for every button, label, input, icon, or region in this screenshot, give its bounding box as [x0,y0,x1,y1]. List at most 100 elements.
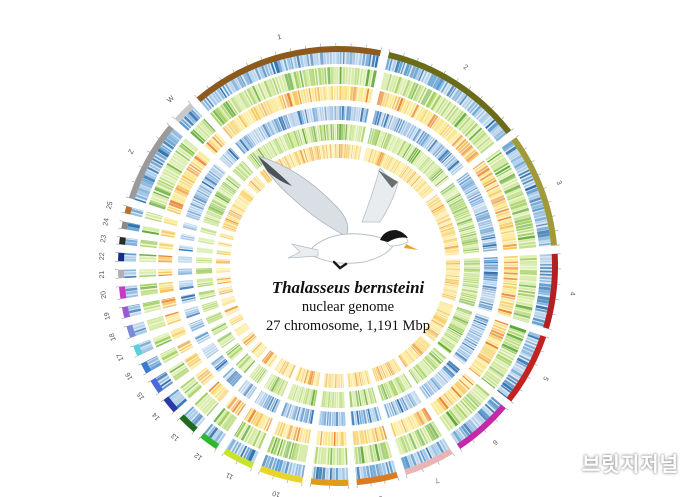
track-1-bin [473,414,483,425]
track-1-bin [125,287,138,292]
track-2-bin [332,447,336,465]
chromosome-label-14: 14 [151,411,161,422]
chromosome-label-24: 24 [102,217,110,226]
track-6-bin [429,200,442,210]
track-1-bin [217,433,227,445]
track-2-bin [155,339,172,348]
track-3-bin [412,413,420,427]
track-3-bin [333,431,336,446]
track-2-bin [504,184,521,195]
track-4-bin [421,135,432,148]
track-2-bin [217,410,231,427]
track-3-bin [432,401,443,414]
track-3-bin [403,100,411,115]
track-1-bin [222,85,230,97]
track-2-bin [385,74,393,91]
track-4-bin [479,226,494,233]
track-5-bin [419,157,432,171]
track-3-bin [167,206,182,213]
track-6-bin [236,198,249,207]
track-1-bin [294,463,299,476]
track-3-bin [408,103,416,117]
track-3-bin [483,179,497,188]
chromosome-labels: 1234567891011121314151617181920212223242… [99,34,576,497]
track-3-bin [492,200,507,208]
track-5-bin [201,300,218,307]
track-6-bin [429,322,443,331]
track-1-bin [191,413,201,424]
track-5-bin [386,134,394,150]
track-3-bin [494,205,508,212]
track-5-bin [460,296,476,302]
track-2-bin [466,125,480,139]
track-4-bin [178,282,194,286]
track-1-bin [471,105,482,117]
track-4-bin [358,410,363,425]
track-1-bin [338,467,342,480]
track-2-bin [149,199,167,207]
track-2-bin [154,335,171,345]
track-2-bin [431,421,442,437]
track-3-bin [316,430,320,445]
track-2-bin [506,190,524,200]
track-6-bin [431,319,445,328]
track-3-bin [160,233,175,238]
track-3-bin [273,97,280,112]
track-3-bin [429,115,439,129]
track-4-bin [197,187,211,196]
track-6-bin [376,151,383,166]
track-2-bin [368,69,373,87]
track-5-bin [330,124,333,141]
track-4-bin [355,107,359,122]
track-1-bin [128,305,141,311]
track-3-bin [190,161,204,171]
track-2-bin [182,379,197,392]
track-1-bin [409,65,417,78]
track-6-bin [360,371,364,386]
chromosome-label-11: 11 [225,471,235,481]
track-1-bin [149,362,162,371]
track-3-bin [433,118,444,132]
track-5-bin [332,124,335,141]
track-1-bin [539,270,552,273]
track-6-bin [445,262,460,265]
track-2-bin [260,81,269,99]
track-3-bin [399,98,406,113]
chromosome-tick [552,313,556,316]
track-1-bin [452,430,462,443]
track-1-bin [509,371,521,379]
track-5-bin [235,166,249,179]
track-4-bin [477,307,492,312]
track-4-bin [481,294,495,299]
track-3-bin [212,136,223,148]
track-2-bin [518,244,537,249]
track-3-bin [431,117,441,130]
track-6-bin [432,316,446,325]
track-6-bin [268,354,279,368]
track-5-bin [216,190,232,201]
track-6-bin [406,171,417,184]
track-1-bin [280,460,287,473]
track-2-bin [491,159,508,171]
track-5-bin [203,305,219,313]
track-4-bin [183,222,198,227]
track-5-bin [456,308,472,316]
track-5-bin [197,283,214,288]
track-3-bin [252,412,262,426]
track-3-bin [489,192,503,200]
track-2-bin [144,307,162,314]
chromosome-tick [232,69,235,73]
track-1-bin [525,340,538,347]
track-2-bin [363,445,368,464]
track-6-bin [315,372,319,387]
track-4-bin [299,407,306,422]
track-4-bin [220,155,233,167]
track-3-bin [228,121,240,134]
track-2-bin [457,402,471,416]
track-4-bin [482,246,497,250]
track-5-bin [462,284,479,289]
track-3-bin [450,386,462,398]
track-2-bin [410,83,419,100]
track-5-bin [357,390,362,407]
track-3-bin [163,220,178,227]
